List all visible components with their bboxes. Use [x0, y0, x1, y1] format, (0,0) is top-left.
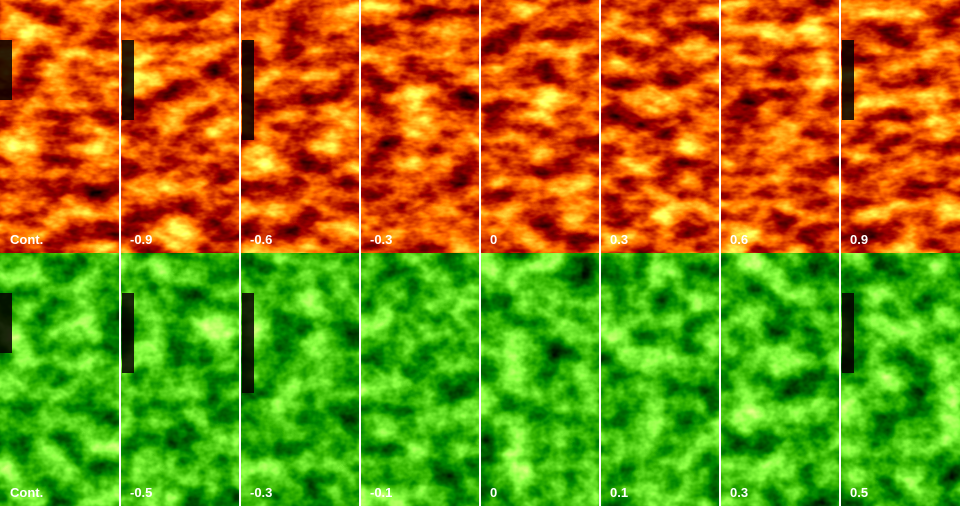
panel-label: -0.1: [370, 485, 392, 500]
image-panel: [0, 0, 120, 253]
panel-label: -0.3: [370, 232, 392, 247]
image-panel: [360, 0, 480, 253]
dark-edge: [242, 293, 254, 393]
separator: [839, 0, 841, 506]
panel-label: -0.3: [250, 485, 272, 500]
dark-edge: [122, 293, 134, 373]
separator: [599, 0, 601, 506]
image-panel: [480, 0, 600, 253]
image-panel: [840, 0, 960, 253]
separator: [119, 0, 121, 506]
image-panel: [720, 0, 840, 253]
image-panel: [720, 253, 840, 506]
dark-edge: [842, 293, 854, 373]
panel-label: 0.5: [850, 485, 868, 500]
panel-label: Cont.: [10, 485, 43, 500]
image-panel: [120, 253, 240, 506]
separator: [719, 0, 721, 506]
panel-label: 0.6: [730, 232, 748, 247]
panel-label: -0.9: [130, 232, 152, 247]
image-panel: [240, 253, 360, 506]
panel-label: -0.6: [250, 232, 272, 247]
dark-edge: [842, 40, 854, 120]
image-panel: [480, 253, 600, 506]
dark-edge: [0, 40, 12, 100]
image-panel: [840, 253, 960, 506]
panel-label: 0: [490, 485, 497, 500]
panel-label: 0.1: [610, 485, 628, 500]
dark-edge: [0, 293, 12, 353]
panel-label: 0: [490, 232, 497, 247]
image-panel: [0, 253, 120, 506]
image-panel: [240, 0, 360, 253]
dark-edge: [122, 40, 134, 120]
separator: [239, 0, 241, 506]
panel-label: -0.5: [130, 485, 152, 500]
image-panel: [120, 0, 240, 253]
panel-label: Cont.: [10, 232, 43, 247]
dark-edge: [242, 40, 254, 140]
separator: [359, 0, 361, 506]
panel-label: 0.3: [730, 485, 748, 500]
image-panel: [600, 253, 720, 506]
separator: [479, 0, 481, 506]
panel-label: 0.3: [610, 232, 628, 247]
panel-label: 0.9: [850, 232, 868, 247]
image-panel: [360, 253, 480, 506]
image-panel: [600, 0, 720, 253]
